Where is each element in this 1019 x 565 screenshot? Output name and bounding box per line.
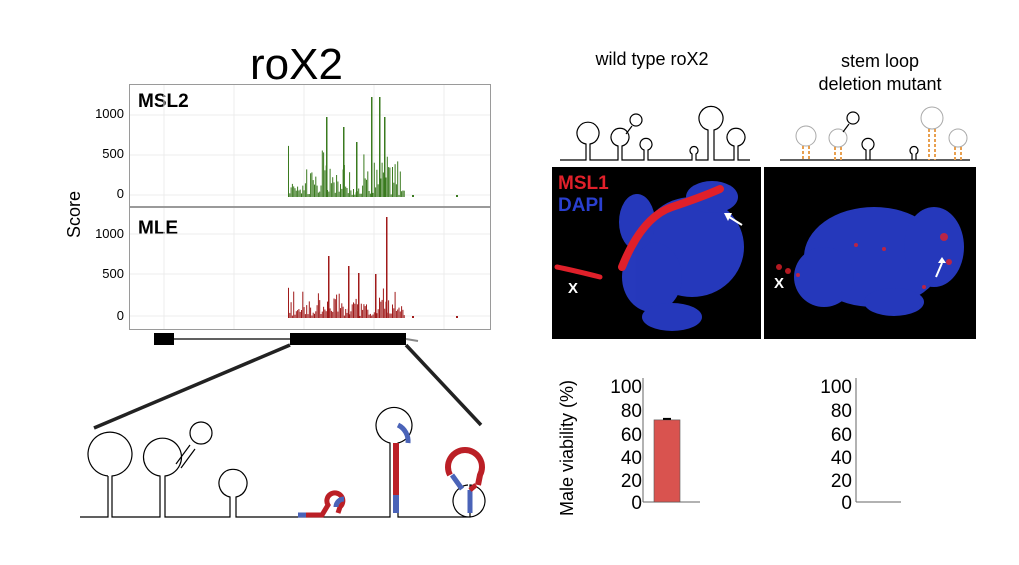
exon-2 (290, 333, 406, 345)
mutant-x-marker: X (774, 275, 785, 292)
mut-ytick-20: 20 (830, 471, 852, 492)
figure-title: roX2 (250, 40, 343, 89)
wt-ytick-60: 60 (620, 425, 642, 446)
msl2-tick-1000: 1000 (95, 106, 124, 121)
mle-track: MLE (129, 207, 491, 330)
mutant-header-line1: stem loop (840, 51, 920, 71)
mutant-header-line2: deletion mutant (818, 74, 942, 94)
msl2-tick-500: 500 (102, 146, 124, 161)
viability-axis-label: Male viability (%) (557, 379, 577, 516)
wt-ytick-0: 0 (631, 493, 642, 514)
wild-type-micrograph: MSL1 DAPI X (552, 167, 761, 339)
mut-ytick-0: 0 (841, 493, 852, 514)
wt-ytick-80: 80 (620, 401, 642, 422)
wild-type-chromosome-image (554, 181, 744, 331)
mle-tick-1000: 1000 (95, 226, 124, 241)
msl1-label: MSL1 DAPI (558, 173, 609, 217)
wild-type-viability-chart (642, 378, 700, 503)
msl2-track: MSL2 (129, 84, 491, 207)
mut-ytick-80: 80 (830, 401, 852, 422)
mutant-header: stem loop deletion mutant (780, 50, 980, 96)
wt-ytick-40: 40 (620, 448, 642, 469)
wt-ytick-100: 100 (610, 377, 642, 398)
wild-type-viability-bar (653, 419, 681, 503)
mut-ytick-60: 60 (830, 425, 852, 446)
mle-signal (130, 208, 490, 329)
wt-ytick-20: 20 (620, 471, 642, 492)
mutant-rna-cartoon (780, 106, 970, 161)
msl2-track-label: MSL2 (138, 91, 189, 112)
mut-ytick-40: 40 (830, 448, 852, 469)
score-axis-label: Score (64, 190, 84, 238)
mle-tick-500: 500 (102, 266, 124, 281)
gene-structure-diagram (80, 333, 486, 518)
mut-ytick-100: 100 (820, 377, 852, 398)
mutant-viability-chart (855, 378, 901, 503)
dapi-text: DAPI (558, 195, 604, 216)
msl2-signal (130, 85, 490, 206)
wild-type-header: wild type roX2 (595, 49, 709, 69)
msl1-text: MSL1 (558, 173, 609, 194)
wild-type-rna-cartoon (560, 105, 750, 161)
msl2-tick-0: 0 (116, 186, 124, 201)
mle-tick-0: 0 (116, 308, 124, 323)
mutant-micrograph: X (764, 167, 976, 339)
wild-type-x-marker: X (568, 280, 579, 297)
mutant-chromosome-image (776, 207, 964, 316)
exon-1 (154, 333, 174, 345)
